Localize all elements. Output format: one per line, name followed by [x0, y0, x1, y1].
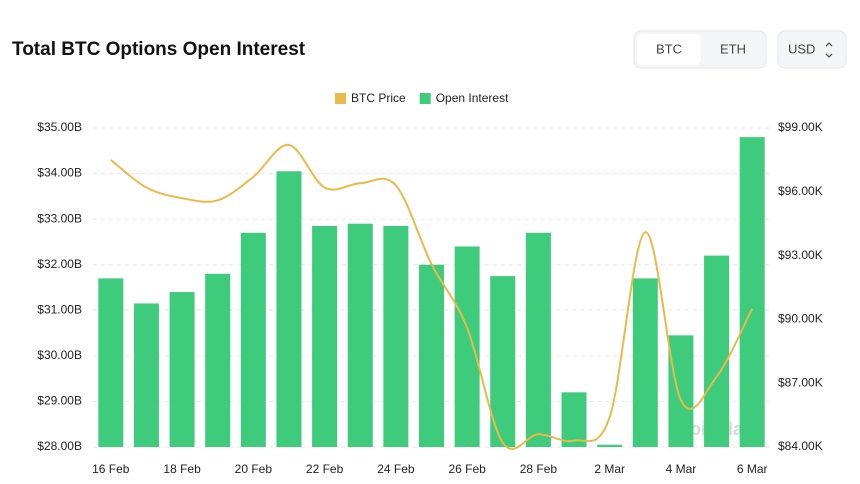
chevron-icon [825, 42, 833, 58]
x-tick-label: 20 Feb [235, 462, 273, 476]
x-tick-label: 28 Feb [520, 462, 558, 476]
x-tick-label: 16 Feb [92, 462, 130, 476]
x-tick-label: 6 Mar [737, 462, 768, 476]
bar [739, 137, 765, 447]
x-tick-label: 2 Mar [594, 462, 625, 476]
bar [668, 335, 694, 447]
y2-tick-label: $96.00K [778, 184, 823, 198]
bar [98, 278, 124, 447]
legend-swatch [419, 93, 431, 104]
y-tick-label: $33.00B [37, 211, 82, 225]
y-tick-label: $35.00B [37, 120, 82, 134]
y-tick-label: $34.00B [37, 166, 82, 180]
x-tick-label: 24 Feb [377, 462, 415, 476]
x-tick-label: 4 Mar [666, 462, 697, 476]
bar [632, 278, 658, 447]
currency-select[interactable] [777, 30, 847, 69]
page-title: Total BTC Options Open Interest [12, 39, 306, 60]
bar [490, 276, 516, 447]
y2-tick-label: $84.00K [778, 439, 823, 453]
x-tick-label: 18 Feb [163, 462, 201, 476]
x-tick-label: 22 Feb [306, 462, 344, 476]
bar [133, 303, 159, 447]
bar [276, 171, 302, 448]
y2-tick-label: $99.00K [778, 120, 823, 134]
y2-tick-label: $87.00K [778, 375, 823, 389]
bar [169, 292, 195, 447]
x-tick-label: 26 Feb [448, 462, 486, 476]
coin-tab[interactable]: ETH [720, 41, 746, 56]
legend-label: BTC Price [351, 91, 406, 105]
y2-tick-label: $93.00K [778, 248, 823, 262]
y-tick-label: $31.00B [37, 302, 82, 316]
bar [347, 223, 373, 447]
y-tick-label: $29.00B [37, 394, 82, 408]
legend-label: Open Interest [436, 91, 509, 105]
bar [454, 246, 480, 447]
bar [383, 225, 409, 447]
coin-tab-active[interactable] [637, 34, 701, 65]
currency-label[interactable]: USD [788, 41, 815, 56]
bar [597, 444, 623, 447]
bar [205, 273, 231, 447]
y-tick-label: $32.00B [37, 257, 82, 271]
bar [312, 225, 338, 447]
y2-tick-label: $90.00K [778, 312, 823, 326]
bar [561, 392, 587, 447]
coin-tab[interactable]: BTC [656, 41, 682, 56]
bar [525, 232, 551, 447]
y-tick-label: $30.00B [37, 348, 82, 362]
price-line [110, 144, 754, 450]
bar [704, 255, 730, 447]
bar [419, 264, 444, 447]
legend-swatch [335, 93, 346, 104]
y-tick-label: $28.00B [37, 439, 82, 453]
bar [240, 232, 266, 447]
